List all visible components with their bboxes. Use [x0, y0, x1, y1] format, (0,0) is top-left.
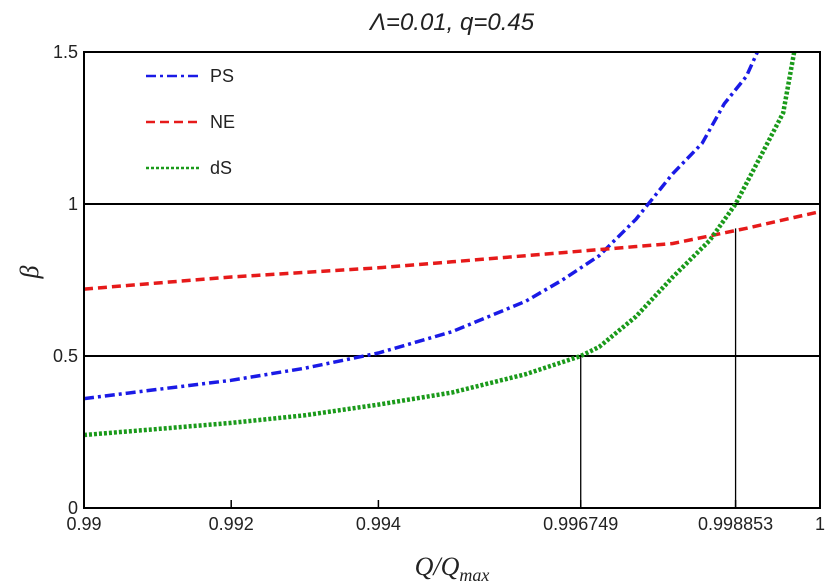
y-tick-label: 1	[68, 194, 78, 214]
plot-frame	[83, 51, 821, 509]
y-axis-label: β	[15, 265, 44, 279]
x-tick-label: 1	[815, 514, 825, 534]
series-line-ds	[84, 52, 797, 438]
x-axis-ticks: 0.99 0.992 0.994 0.996749 0.998853 1	[66, 500, 825, 534]
legend-label-ne: NE	[210, 112, 235, 132]
y-tick-label: 0.5	[53, 346, 78, 366]
x-tick-label: 0.998853	[698, 514, 773, 534]
x-tick-label: 0.996749	[543, 514, 618, 534]
chart-title: Λ=0.01, q=0.45	[368, 9, 535, 36]
x-tick-label: 0.99	[66, 514, 101, 534]
legend-label-ps: PS	[210, 66, 234, 86]
y-axis-ticks: 0 0.5 1 1.5	[53, 42, 92, 518]
legend: PS NE dS	[146, 66, 235, 178]
x-tick-label: 0.994	[356, 514, 401, 534]
series-line-ps	[84, 52, 759, 401]
y-tick-label: 1.5	[53, 42, 78, 62]
series-line-ne	[84, 209, 820, 291]
y-tick-label: 0	[68, 498, 78, 518]
legend-label-ds: dS	[210, 158, 232, 178]
x-axis-label-main: Q/Q	[415, 552, 460, 581]
x-tick-label: 0.992	[209, 514, 254, 534]
reference-lines	[84, 203, 820, 508]
x-axis-label-subscript: max	[459, 565, 489, 585]
x-axis-label: Q/Qmax	[415, 552, 490, 585]
series-layer	[84, 52, 820, 438]
